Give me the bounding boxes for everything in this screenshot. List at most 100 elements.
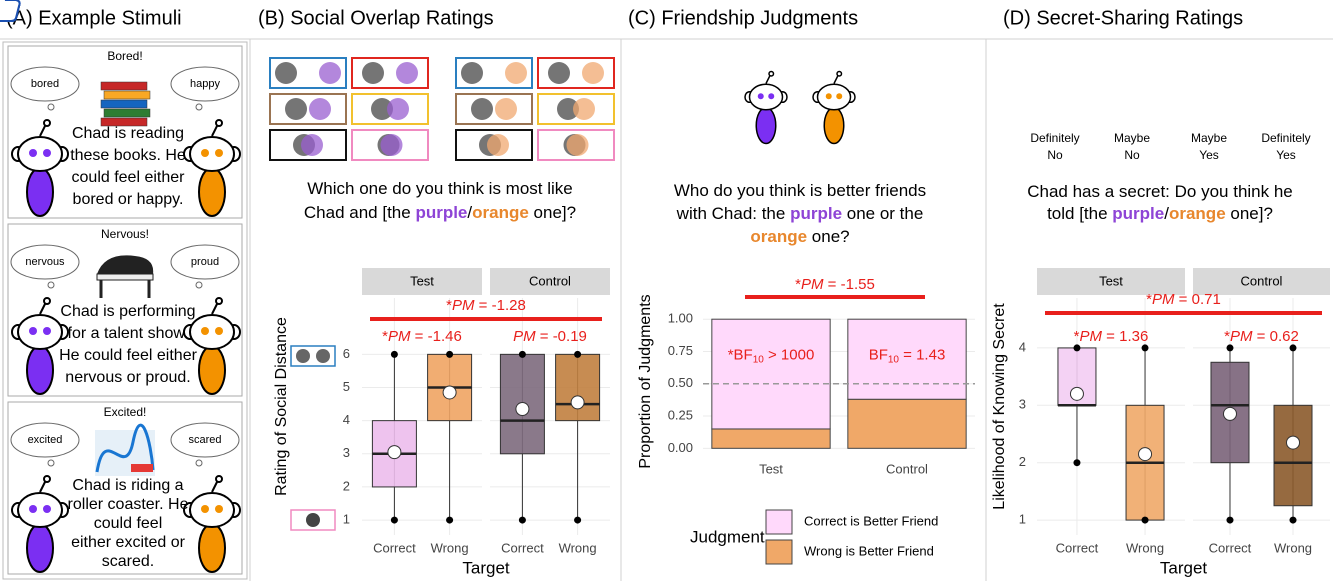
whisker-end [1142, 344, 1149, 351]
other-circle [309, 98, 331, 120]
bar-segment [712, 319, 830, 429]
stimulus-text: either excited or [71, 534, 186, 551]
self-circle [362, 62, 384, 84]
y-tick-label: 4 [1019, 339, 1026, 354]
scale-dot [316, 349, 330, 363]
head [18, 493, 62, 527]
whisker-end [1073, 344, 1080, 351]
self-circle [275, 62, 297, 84]
question-segment: told [the [1047, 204, 1112, 223]
rating-label: Yes [1276, 148, 1296, 162]
bubble-dot [196, 282, 202, 288]
self-circle [548, 62, 570, 84]
eye [29, 505, 37, 513]
question-segment: one]? [1226, 204, 1273, 223]
question-segment: purple [1112, 204, 1164, 223]
other-circle [582, 62, 604, 84]
eye [768, 93, 774, 99]
bubble-dot [196, 104, 202, 110]
question-segment: Chad and [the [304, 203, 416, 222]
stat-symbol: PM [388, 328, 411, 345]
emotion: Bored! [107, 49, 142, 63]
question-segment: with Chad: the [676, 204, 790, 223]
whisker-end [1142, 517, 1149, 524]
stimulus-image [95, 425, 155, 476]
stimulus-text: Chad is reading [72, 125, 184, 142]
scale-dot [296, 349, 310, 363]
body [27, 168, 53, 216]
head [190, 315, 234, 349]
mean [1070, 387, 1083, 400]
y-tick-label: 1 [1019, 512, 1026, 527]
eye [215, 327, 223, 335]
whisker-end [519, 517, 526, 524]
stimulus-text: nervous or proud. [65, 369, 190, 386]
antenna-tip [837, 72, 842, 77]
antenna-tip [44, 476, 50, 482]
box [556, 354, 600, 420]
whisker-end [1290, 517, 1297, 524]
bubble-text: scared [188, 434, 221, 446]
figure: (A) Example Stimuli Bored!boredhappyChad… [0, 0, 1333, 581]
question-segment: Who do you think is better friends [674, 181, 926, 200]
stat-annotation: *PM = 1.36 [1074, 328, 1149, 345]
stimulus-text: bored or happy. [73, 191, 184, 208]
other-circle [301, 134, 323, 156]
eye [215, 149, 223, 157]
mean [1223, 407, 1236, 420]
question-segment: one]? [529, 203, 576, 222]
y-tick-label: 4 [343, 412, 350, 427]
y-tick-label: 0.00 [668, 440, 693, 455]
stat-symbol: PM [513, 328, 536, 345]
bubble-text: bored [31, 78, 59, 90]
x-tick-label: Correct [1056, 540, 1099, 555]
y-tick-label: 0.75 [668, 343, 693, 358]
body [824, 108, 844, 144]
question-segment: purple [415, 203, 467, 222]
book [104, 91, 150, 99]
legend-title: Judgment [690, 527, 765, 546]
antenna-tip [769, 72, 774, 77]
legend-label: Wrong is Better Friend [804, 543, 934, 558]
stat-subscript: 10 [888, 354, 900, 365]
legend-swatch [766, 510, 792, 534]
stat-subscript: 10 [753, 354, 765, 365]
thumb [0, 0, 20, 21]
stat-annotation: BF10 = 1.43 [869, 346, 946, 365]
x-axis-label: Target [1160, 558, 1208, 577]
eye [201, 327, 209, 335]
eye [29, 327, 37, 335]
other-circle [487, 134, 509, 156]
stimulus-text: these books. He [70, 147, 186, 164]
question-segment: orange [750, 227, 807, 246]
stat-symbol: PM [452, 297, 475, 314]
eye [826, 93, 832, 99]
bar-segment [712, 429, 830, 448]
eye [215, 505, 223, 513]
body [756, 108, 776, 144]
stat-value: = 1.43 [899, 346, 945, 363]
stat-symbol: PM [801, 276, 824, 293]
overlap-box [456, 94, 532, 124]
overlap-box [270, 94, 346, 124]
stat-symbol: BF [734, 346, 753, 363]
rating-label: Yes [1199, 148, 1219, 162]
question-line: Who do you think is better friends [674, 181, 926, 200]
rating-label: No [1124, 148, 1140, 162]
y-tick-label: 2 [1019, 454, 1026, 469]
antenna-tip [44, 120, 50, 126]
antenna-tip [216, 120, 222, 126]
question-line: orange one? [750, 227, 849, 246]
eye [201, 505, 209, 513]
other-circle [387, 98, 409, 120]
head [18, 137, 62, 171]
book [101, 100, 147, 108]
head [750, 84, 783, 110]
whisker-end [391, 351, 398, 358]
mean [1287, 436, 1300, 449]
bubble-text: excited [28, 434, 63, 446]
bubble-dot [48, 104, 54, 110]
body [27, 524, 53, 572]
rating-label: Definitely [1261, 131, 1310, 145]
stat-symbol: PM [1152, 291, 1175, 308]
